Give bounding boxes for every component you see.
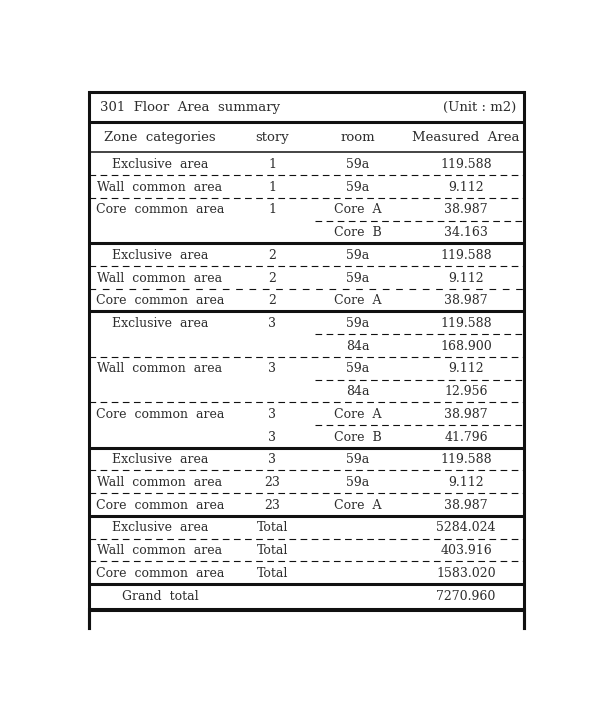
Text: Core  B: Core B	[334, 226, 382, 239]
Text: Grand  total: Grand total	[121, 590, 199, 602]
Text: 1: 1	[269, 158, 276, 171]
Text: 1: 1	[269, 204, 276, 216]
Text: 3: 3	[269, 408, 276, 421]
Text: Core  common  area: Core common area	[96, 499, 224, 512]
Text: 9.112: 9.112	[448, 272, 484, 285]
Text: 1: 1	[269, 181, 276, 194]
Text: 119.588: 119.588	[440, 249, 492, 262]
Text: 84a: 84a	[346, 340, 370, 352]
Text: 84a: 84a	[346, 385, 370, 398]
Text: 34.163: 34.163	[444, 226, 488, 239]
Text: 38.987: 38.987	[444, 499, 488, 512]
Text: room: room	[340, 130, 375, 144]
Text: Core  B: Core B	[334, 431, 382, 444]
Text: 12.956: 12.956	[444, 385, 488, 398]
Text: Total: Total	[257, 567, 288, 580]
Text: Core  common  area: Core common area	[96, 567, 224, 580]
Text: Exclusive  area: Exclusive area	[112, 249, 208, 262]
Text: 59a: 59a	[346, 158, 369, 171]
Text: Core  common  area: Core common area	[96, 408, 224, 421]
Text: 119.588: 119.588	[440, 454, 492, 466]
Text: 38.987: 38.987	[444, 204, 488, 216]
Text: 3: 3	[269, 431, 276, 444]
Text: Total: Total	[257, 521, 288, 535]
Text: 59a: 59a	[346, 454, 369, 466]
Text: 3: 3	[269, 454, 276, 466]
Text: 119.588: 119.588	[440, 317, 492, 330]
Text: 59a: 59a	[346, 476, 369, 489]
Text: Wall  common  area: Wall common area	[97, 544, 222, 557]
Text: Measured  Area: Measured Area	[413, 130, 520, 144]
Text: Core  A: Core A	[334, 499, 382, 512]
Text: 9.112: 9.112	[448, 181, 484, 194]
Text: 23: 23	[264, 499, 280, 512]
Text: 403.916: 403.916	[440, 544, 492, 557]
Text: 168.900: 168.900	[440, 340, 492, 352]
Text: 1583.020: 1583.020	[437, 567, 496, 580]
Text: 59a: 59a	[346, 249, 369, 262]
Text: Core  common  area: Core common area	[96, 294, 224, 308]
Text: 119.588: 119.588	[440, 158, 492, 171]
Text: 23: 23	[264, 476, 280, 489]
Text: 3: 3	[269, 317, 276, 330]
Text: 2: 2	[269, 272, 276, 285]
Text: Exclusive  area: Exclusive area	[112, 521, 208, 535]
Text: 5284.024: 5284.024	[437, 521, 496, 535]
Text: Core  A: Core A	[334, 408, 382, 421]
Text: Zone  categories: Zone categories	[104, 130, 216, 144]
Text: Core  A: Core A	[334, 204, 382, 216]
Text: Wall  common  area: Wall common area	[97, 476, 222, 489]
Text: 59a: 59a	[346, 317, 369, 330]
Text: Wall  common  area: Wall common area	[97, 181, 222, 194]
Text: 59a: 59a	[346, 362, 369, 375]
Text: 2: 2	[269, 294, 276, 308]
Text: 9.112: 9.112	[448, 476, 484, 489]
Text: 59a: 59a	[346, 272, 369, 285]
Text: 38.987: 38.987	[444, 294, 488, 308]
Text: Core  common  area: Core common area	[96, 204, 224, 216]
Text: story: story	[255, 130, 289, 144]
Text: 7270.960: 7270.960	[437, 590, 496, 602]
Text: 301  Floor  Area  summary: 301 Floor Area summary	[100, 100, 280, 113]
Text: 59a: 59a	[346, 181, 369, 194]
Text: Total: Total	[257, 544, 288, 557]
Text: Core  A: Core A	[334, 294, 382, 308]
Text: Exclusive  area: Exclusive area	[112, 158, 208, 171]
Text: Exclusive  area: Exclusive area	[112, 454, 208, 466]
Text: 9.112: 9.112	[448, 362, 484, 375]
Text: Exclusive  area: Exclusive area	[112, 317, 208, 330]
Text: (Unit : m2): (Unit : m2)	[443, 100, 517, 113]
Text: Wall  common  area: Wall common area	[97, 362, 222, 375]
Text: 3: 3	[269, 362, 276, 375]
Text: Wall  common  area: Wall common area	[97, 272, 222, 285]
Text: 2: 2	[269, 249, 276, 262]
Text: 41.796: 41.796	[444, 431, 488, 444]
Text: 38.987: 38.987	[444, 408, 488, 421]
